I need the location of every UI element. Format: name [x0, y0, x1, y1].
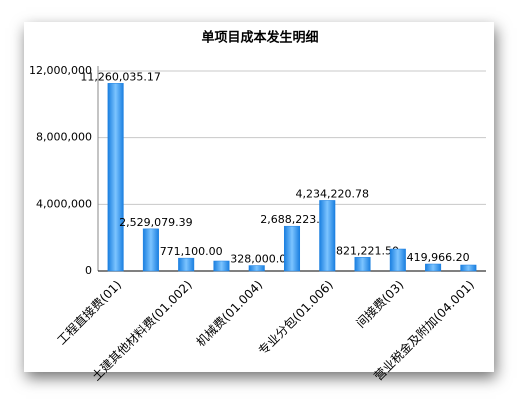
data-label: 328,000.00 [230, 253, 293, 266]
y-tick-label: 8,000,000 [36, 131, 92, 144]
bar [319, 200, 336, 272]
bar [460, 264, 477, 272]
data-label: 4,234,220.78 [296, 187, 369, 200]
x-tick-label: 间接费(03) [353, 277, 406, 330]
bar [142, 228, 159, 272]
bar [389, 248, 406, 272]
chart-title: 单项目成本发生明细 [201, 30, 318, 46]
data-label: 2,529,079.39 [119, 216, 192, 229]
bar [283, 225, 301, 272]
y-tick-label: 4,000,000 [36, 197, 92, 210]
x-tick-label: 机械费(01.004) [193, 277, 265, 349]
bar [178, 257, 195, 272]
y-tick-label: 12,000,000 [29, 64, 92, 77]
bar [248, 265, 265, 272]
x-tick-label: 工程直接费(01) [54, 277, 124, 347]
data-label: 2,688,223.00 [260, 213, 333, 226]
chart-panel [24, 22, 494, 372]
data-label: 821,221.50 [336, 244, 399, 257]
data-label: 419,966.20 [407, 251, 470, 264]
bar [354, 257, 371, 272]
bar [213, 260, 230, 272]
x-tick-label: 专业分包(01.006) [255, 277, 336, 358]
y-tick-label: 0 [85, 264, 92, 277]
bar [425, 263, 442, 272]
data-label: 11,260,035.17 [80, 70, 160, 83]
data-label: 771,100.00 [160, 245, 223, 258]
bar [107, 83, 124, 272]
